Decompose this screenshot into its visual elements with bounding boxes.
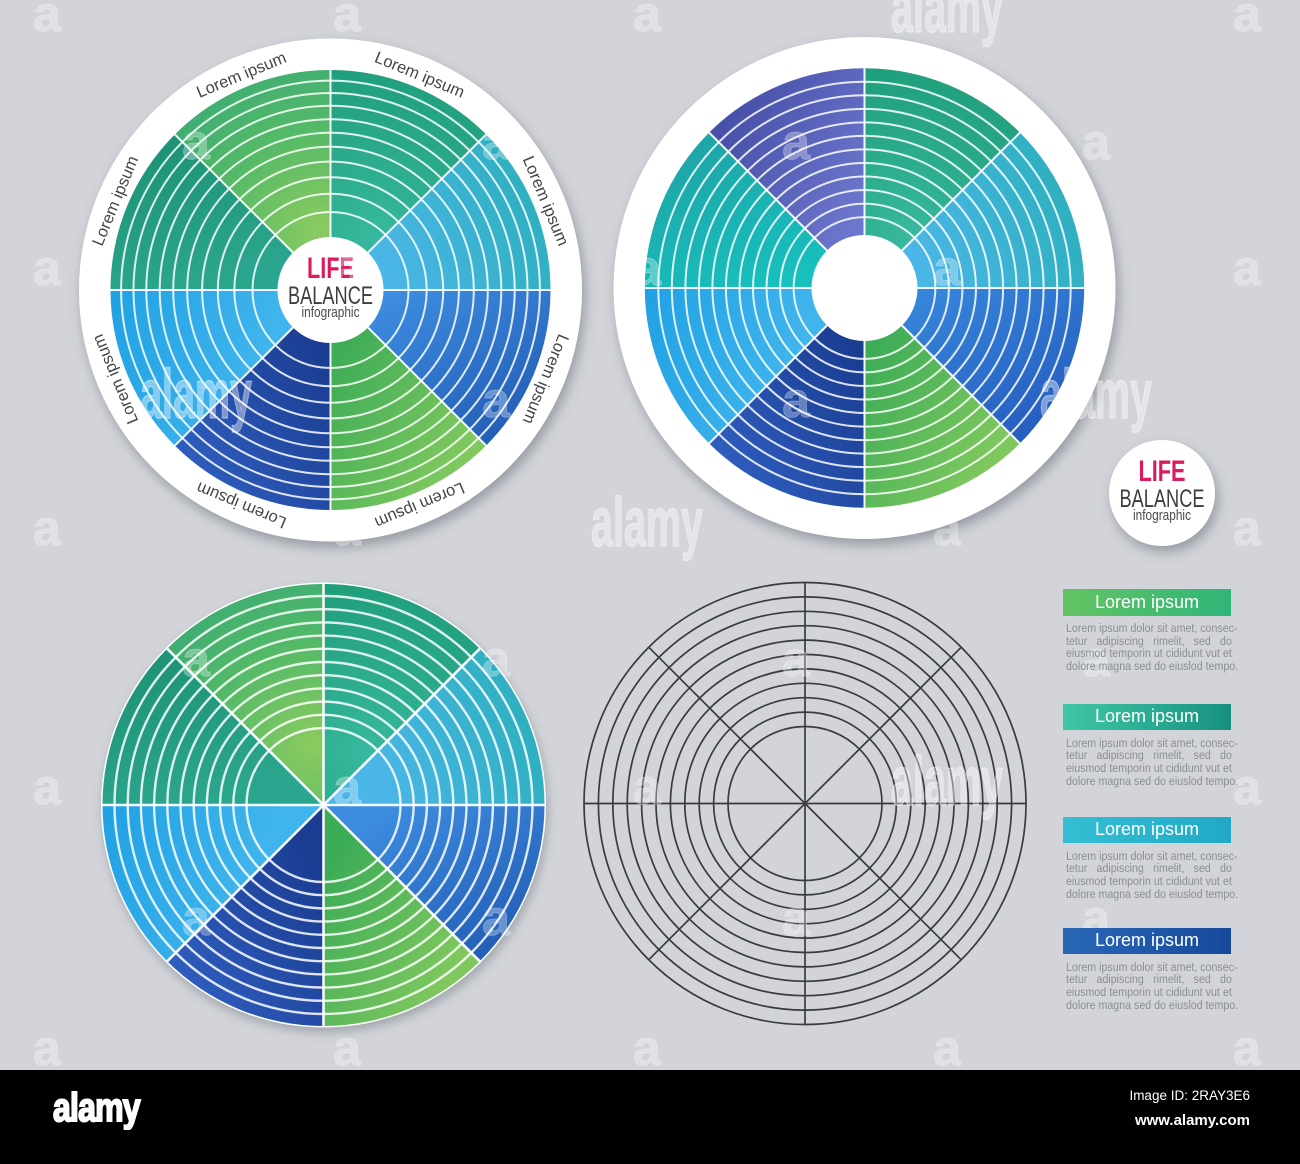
svg-text:a: a: [1233, 1020, 1262, 1076]
svg-text:a: a: [482, 372, 511, 428]
svg-text:a: a: [182, 114, 211, 170]
svg-text:a: a: [333, 1020, 362, 1076]
svg-text:a: a: [633, 1020, 662, 1076]
svg-text:a: a: [1082, 114, 1111, 170]
svg-text:a: a: [33, 0, 62, 42]
svg-text:a: a: [333, 240, 362, 296]
svg-text:alamy: alamy: [1040, 355, 1152, 433]
svg-text:a: a: [782, 890, 811, 946]
svg-text:a: a: [633, 240, 662, 296]
svg-text:a: a: [482, 890, 511, 946]
svg-text:a: a: [482, 114, 511, 170]
svg-text:a: a: [333, 0, 362, 42]
svg-text:alamy: alamy: [891, 742, 1003, 820]
svg-text:a: a: [1233, 500, 1262, 556]
svg-text:BALANCE: BALANCE: [288, 282, 373, 310]
svg-text:a: a: [933, 1020, 962, 1076]
svg-text:a: a: [33, 500, 62, 556]
svg-text:a: a: [1082, 631, 1111, 687]
svg-text:a: a: [33, 240, 62, 296]
svg-text:a: a: [782, 631, 811, 687]
svg-text:alamy: alamy: [591, 483, 703, 561]
svg-text:a: a: [782, 114, 811, 170]
svg-text:a: a: [333, 759, 362, 815]
svg-text:a: a: [782, 372, 811, 428]
svg-text:a: a: [1233, 759, 1262, 815]
svg-text:a: a: [1233, 0, 1262, 42]
svg-text:a: a: [333, 500, 362, 556]
svg-text:a: a: [633, 759, 662, 815]
svg-text:infographic: infographic: [1133, 507, 1191, 524]
svg-text:BALANCE: BALANCE: [1120, 485, 1205, 513]
svg-text:a: a: [933, 240, 962, 296]
svg-text:alamy: alamy: [891, 0, 1003, 47]
svg-text:LIFE: LIFE: [1139, 455, 1186, 488]
svg-text:a: a: [182, 631, 211, 687]
svg-text:a: a: [33, 1020, 62, 1076]
svg-text:a: a: [933, 500, 962, 556]
svg-text:a: a: [33, 759, 62, 815]
svg-text:a: a: [633, 0, 662, 42]
svg-text:alamy: alamy: [140, 355, 252, 433]
svg-text:LIFE: LIFE: [307, 252, 354, 285]
svg-text:a: a: [182, 890, 211, 946]
svg-text:a: a: [482, 631, 511, 687]
svg-text:infographic: infographic: [302, 304, 360, 321]
svg-text:a: a: [1233, 240, 1262, 296]
